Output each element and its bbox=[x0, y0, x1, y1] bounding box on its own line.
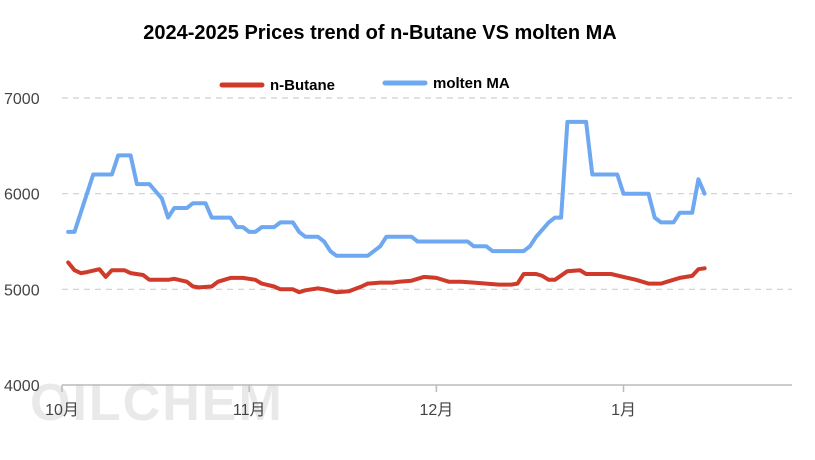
chart-axes: 4000 5000 6000 7000 10月 11月 12月 1月 bbox=[4, 91, 792, 419]
x-tick-label: 10月 bbox=[45, 402, 79, 419]
y-tick-label: 4000 bbox=[4, 378, 40, 395]
series-line-molten-ma bbox=[66, 119, 707, 258]
x-tick-label: 12月 bbox=[419, 402, 453, 419]
x-tick-label: 11月 bbox=[233, 402, 266, 419]
y-tick-label: 6000 bbox=[4, 187, 40, 204]
y-tick-label: 7000 bbox=[4, 91, 40, 108]
series-lines bbox=[66, 119, 707, 295]
chart-legend: n-Butane molten MA bbox=[219, 75, 510, 94]
chart-title: 2024-2025 Prices trend of n-Butane VS mo… bbox=[143, 22, 617, 44]
x-tick-label: 1月 bbox=[611, 402, 636, 419]
series-line-n-butane bbox=[66, 260, 707, 295]
legend-label: molten MA bbox=[433, 75, 510, 92]
grid-lines bbox=[62, 97, 792, 290]
legend-label: n-Butane bbox=[270, 77, 335, 94]
watermark-logo: OILCHEM bbox=[30, 374, 284, 432]
y-tick-label: 5000 bbox=[4, 282, 40, 299]
